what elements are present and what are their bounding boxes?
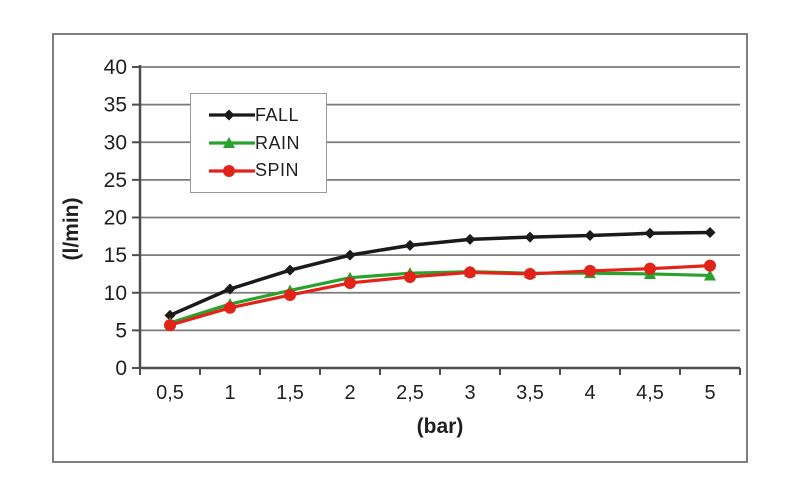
series-fall-marker (644, 227, 656, 239)
series-spin-marker (284, 289, 296, 302)
series-spin-marker (404, 270, 416, 283)
series-spin-marker (524, 267, 536, 280)
y-tick-label: 10 (104, 282, 127, 305)
series-spin-marker (164, 319, 176, 332)
series-spin-marker (224, 301, 236, 314)
legend-label-spin: SPIN (255, 160, 300, 181)
series-fall-marker (284, 264, 296, 276)
x-tick-label: 0,5 (156, 382, 184, 404)
legend-marker-spin (223, 164, 235, 177)
x-tick-label: 4 (584, 382, 595, 404)
series-spin-marker (644, 262, 656, 275)
y-axis-title: (l/min) (60, 197, 83, 261)
y-tick-label: 40 (104, 56, 127, 79)
y-tick-label: 20 (104, 207, 127, 230)
y-tick-label: 30 (104, 131, 127, 154)
series-rain-line (168, 270, 712, 325)
y-tick-label: 0 (115, 357, 127, 380)
y-tick-label: 25 (104, 169, 127, 192)
x-tick-label: 4,5 (636, 382, 664, 404)
legend-label-fall: FALL (255, 104, 300, 125)
x-tick-label: 1 (224, 382, 235, 404)
fall-line-diamond-marker-icon (209, 109, 255, 121)
rain-line-triangle-marker-icon (209, 137, 255, 148)
series-fall-line (168, 230, 712, 318)
series-fall-marker (164, 309, 176, 321)
legend: FALL RAIN SPIN (190, 93, 327, 193)
series-fall-marker (344, 249, 356, 261)
series-spin (164, 259, 716, 332)
x-tick-label: 3,5 (516, 382, 544, 404)
series-fall-marker (524, 231, 536, 243)
spin-line-circle-marker-icon (209, 164, 255, 177)
series-spin-line (168, 264, 712, 327)
series-spin-marker (464, 266, 476, 279)
x-tick-label: 1,5 (276, 382, 304, 404)
legend-marker-rain (223, 137, 235, 148)
legend-item-rain: RAIN (209, 133, 320, 154)
series-fall-marker (584, 230, 596, 242)
x-axis-title: (bar) (416, 415, 464, 438)
series-fall-marker (404, 239, 416, 251)
series-spin-marker (584, 264, 596, 277)
x-tick-label: 2,5 (396, 382, 424, 404)
y-tick-label: 35 (104, 94, 127, 117)
plot-area: 40 35 30 25 20 15 10 5 0 0,5 1 1,5 2 2,5 3 3,5 4 4,5 5 (104, 56, 741, 404)
series-fall-marker (704, 227, 716, 239)
series-fall (164, 227, 716, 321)
legend-marker-fall (223, 109, 235, 121)
legend-item-spin: SPIN (209, 160, 320, 181)
chart-frame: 40 35 30 25 20 15 10 5 0 0,5 1 1,5 2 2,5 3 3,5 4 4,5 5 (l/… (52, 33, 748, 463)
series-rain-marker (704, 269, 716, 281)
y-tick-label: 15 (104, 244, 127, 267)
legend-label-rain: RAIN (255, 132, 301, 153)
legend-item-fall: FALL (209, 105, 320, 126)
series-spin-marker (344, 276, 356, 289)
x-tick-label: 2 (344, 382, 355, 404)
x-tick-label: 3 (464, 382, 475, 404)
series-spin-marker (704, 259, 716, 272)
series-fall-marker (464, 233, 476, 245)
x-tick-label: 5 (704, 382, 715, 404)
series-fall-marker (224, 283, 236, 295)
y-tick-label: 5 (115, 319, 127, 342)
